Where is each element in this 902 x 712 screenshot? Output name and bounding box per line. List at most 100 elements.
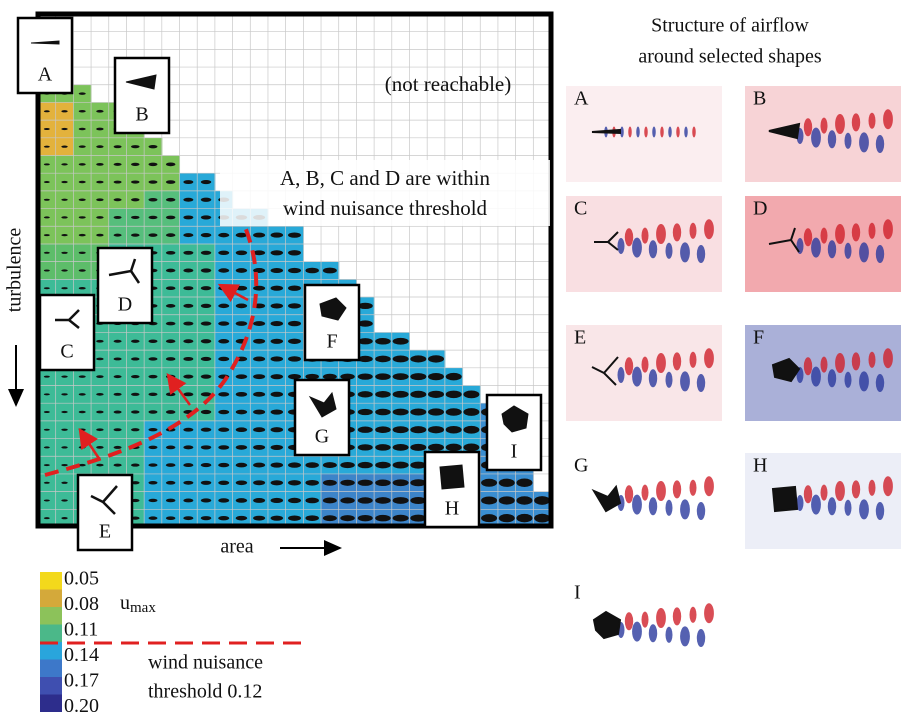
cell-shape [183,357,193,361]
cell-shape [393,444,409,451]
cell-shape [201,286,212,290]
vortex [828,369,836,387]
cell-shape [131,163,140,166]
cell-shape [288,321,301,326]
flow-panels: ABCDEFGHI [566,86,901,676]
cell-shape [79,252,86,254]
cell-shape [96,181,104,184]
cell-shape [131,198,140,201]
cell-shape [393,356,409,363]
cell-shape [131,410,140,413]
flow-panel [566,325,722,421]
cell-shape [96,428,104,431]
cell-shape [79,199,86,201]
cell-shape [218,428,229,432]
vortex [625,485,633,503]
cell-shape [253,374,265,379]
vortex [673,352,681,370]
cell-shape [166,463,176,467]
cell-shape [375,462,391,469]
cell-shape [288,515,301,520]
colorbar-segment [40,572,62,590]
cell-shape [236,268,248,273]
cell-shape [114,181,122,184]
cell-shape [499,514,515,522]
cell-shape [236,410,248,415]
vortex [869,352,876,368]
cell-shape [218,268,229,272]
cell-shape [253,392,265,397]
cell-shape [114,446,122,449]
figure: (not reachable) A, B, C and D are within… [0,0,902,712]
threshold-label: threshold 0.12 [148,681,262,703]
cell-shape [305,374,319,380]
colorbar-tick-label: 0.17 [64,670,99,692]
cell-shape [410,355,426,362]
cell-shape [253,427,265,432]
cell-shape [288,339,301,344]
cell-shape [410,373,426,380]
cell-shape [114,198,122,201]
vortex [656,481,666,501]
cell-shape [183,322,193,326]
cell-shape [218,463,229,467]
vortex [652,127,656,138]
cell-shape [148,145,157,148]
cell-shape [79,234,86,236]
flow-panel [745,453,901,549]
cell-shape [375,497,391,504]
vortex [676,127,680,138]
cell-shape [236,427,248,432]
cell-shape [166,357,176,361]
cell-shape [393,515,409,522]
cell-shape [148,198,157,201]
cell-shape [61,181,68,183]
vortex [673,223,681,241]
cell-shape [61,517,68,519]
cell-shape [44,482,50,484]
cell-shape [44,376,50,378]
vortex [625,228,633,246]
vortex [680,242,690,262]
vortex [704,476,714,496]
cell-shape [271,286,284,291]
cell-shape [446,373,462,381]
cell-shape [201,445,212,449]
cell-shape [166,216,176,220]
cell-shape [323,374,337,380]
cell-shape [61,146,68,148]
cell-shape [79,145,86,147]
cell-shape [446,408,462,416]
vortex [845,133,852,149]
vortex [811,128,821,148]
cell-shape [201,375,212,379]
cell-shape [236,250,248,255]
vortex [704,219,714,239]
cell-shape [44,163,50,165]
cell-shape [410,444,426,451]
cell-shape [253,498,265,503]
cell-shape [358,391,373,397]
vortex [704,348,714,368]
cell-shape [236,286,248,291]
cell-shape [201,481,212,485]
cell-shape [375,356,391,363]
vortex [642,485,649,501]
cell-shape [131,393,140,396]
vortex [859,132,869,152]
panel-label: A [574,88,589,110]
cell-shape [236,516,248,521]
cell-shape [61,499,68,501]
vortex [697,502,705,520]
cell-shape [183,180,193,184]
cell-shape [253,357,265,362]
cell-shape [44,464,50,466]
vortex [883,348,893,368]
vortex [666,500,673,516]
cell-shape [393,497,409,504]
flow-shape [773,487,797,511]
cell-shape [183,215,193,219]
cell-shape [393,338,409,345]
cell-shape [148,233,157,236]
cell-shape [271,303,284,308]
